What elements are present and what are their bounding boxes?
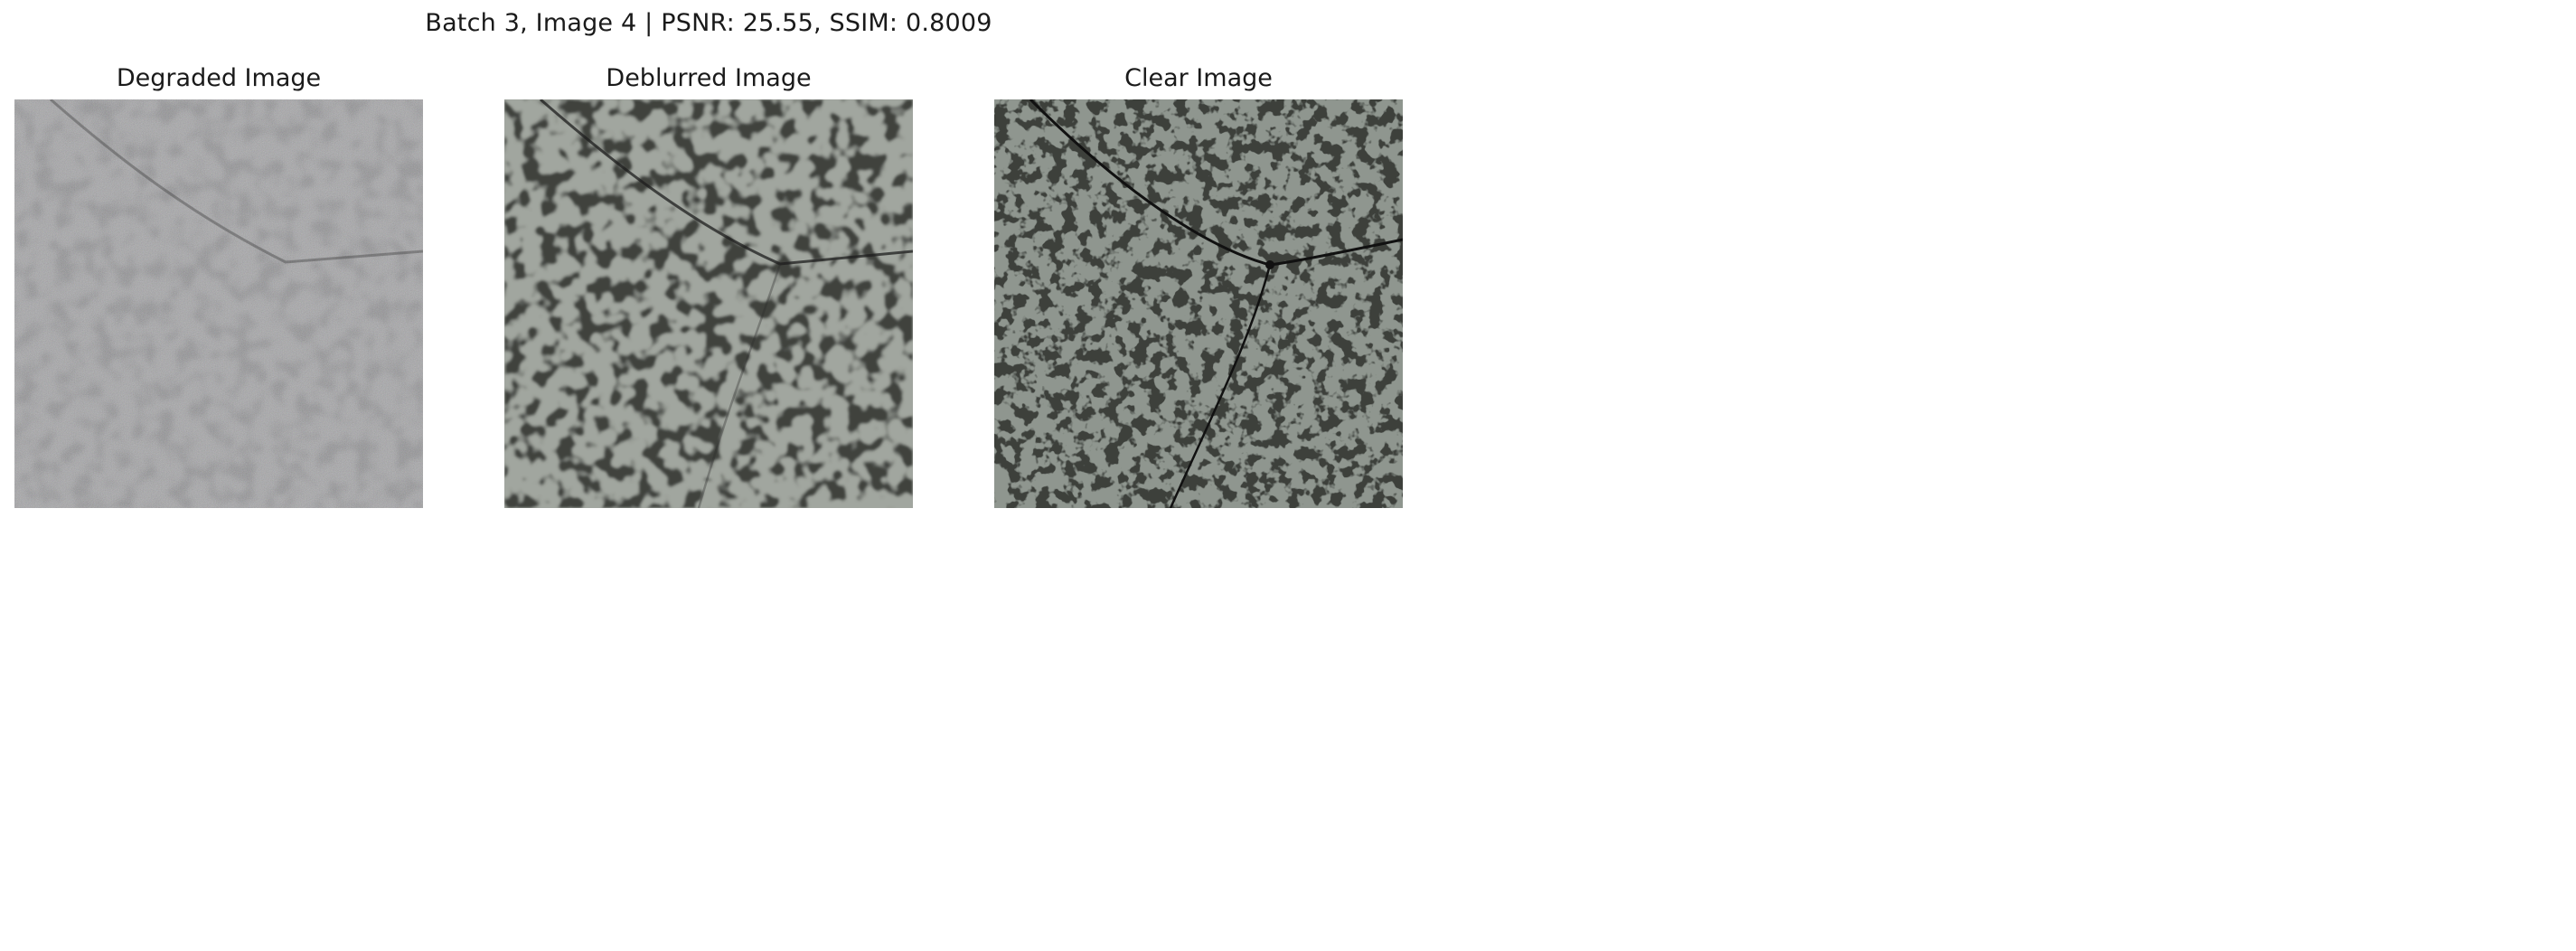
deblurred-image-svg bbox=[504, 99, 913, 508]
deblurred-image-title: Deblurred Image bbox=[606, 64, 812, 92]
clear-image-svg bbox=[994, 99, 1403, 508]
degraded-image-svg bbox=[14, 99, 423, 508]
degraded-image-title: Degraded Image bbox=[116, 64, 322, 92]
degraded-image bbox=[14, 99, 423, 508]
clear-image bbox=[994, 99, 1403, 508]
figure-suptitle: Batch 3, Image 4 | PSNR: 25.55, SSIM: 0.… bbox=[425, 9, 992, 37]
clear-image-title: Clear Image bbox=[1124, 64, 1273, 92]
deblurred-image bbox=[504, 99, 913, 508]
